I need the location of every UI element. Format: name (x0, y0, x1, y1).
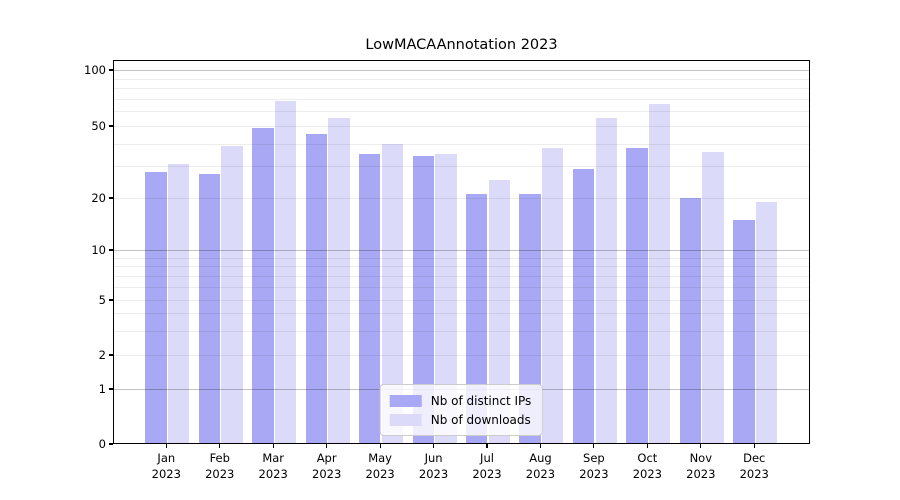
y-tick-label-2: 2 (98, 348, 106, 362)
x-tick-feb (219, 444, 221, 448)
gridline-3 (114, 330, 809, 332)
bar-downloads-aug (542, 147, 564, 443)
x-tick-label-jul: Jul 2023 (472, 451, 502, 481)
bar-ips-dec (733, 219, 755, 443)
x-tick-label-sep: Sep 2023 (579, 451, 609, 481)
bar-downloads-nov (702, 151, 724, 443)
x-tick-apr (326, 444, 328, 448)
bar-downloads-feb (221, 145, 243, 443)
bar-ips-jul (466, 194, 488, 443)
y-tick-label-10: 10 (91, 243, 106, 257)
bar-ips-apr (305, 134, 328, 443)
y-tick-5 (109, 299, 113, 301)
gridline-6 (114, 286, 809, 288)
bar-downloads-dec (755, 201, 778, 443)
chart-title: LowMACAAnnotation 2023 (365, 37, 558, 53)
y-tick-1 (109, 388, 113, 390)
y-tick-label-0: 0 (98, 437, 106, 451)
legend: Nb of distinct IPs Nb of downloads (379, 384, 543, 436)
gridline-2 (114, 355, 809, 356)
y-tick-10 (109, 249, 113, 251)
x-tick-label-apr: Apr 2023 (312, 451, 342, 481)
bar-downloads-may (381, 143, 404, 443)
bar-downloads-sep (595, 118, 617, 443)
gridline-5 (114, 300, 809, 301)
x-tick-label-jan: Jan 2023 (151, 451, 181, 481)
x-tick-label-mar: Mar 2023 (258, 451, 288, 481)
x-tick-aug (539, 444, 542, 448)
y-tick-label-1: 1 (98, 382, 106, 396)
x-tick-oct (646, 444, 648, 448)
bar-ips-mar (252, 127, 274, 443)
gridline-20 (114, 198, 809, 199)
legend-swatch-icon (389, 413, 422, 426)
x-tick-may (379, 444, 381, 448)
x-tick-jan (165, 444, 167, 448)
y-tick-50 (109, 125, 113, 127)
bar-ips-may (359, 154, 381, 443)
gridline-10 (114, 250, 809, 251)
x-tick-nov (700, 444, 702, 448)
bar-ips-oct (626, 147, 648, 443)
gridline-4 (114, 313, 809, 315)
x-tick-label-jun: Jun 2023 (418, 451, 449, 481)
legend-item-distinct-ips: Nb of distinct IPs (389, 391, 532, 410)
bar-downloads-jun (435, 154, 457, 443)
x-tick-jul (486, 444, 488, 448)
legend-swatch-icon (389, 394, 422, 407)
y-tick-0 (109, 443, 113, 445)
bar-ips-aug (519, 194, 541, 443)
gridline-7 (114, 275, 809, 277)
x-tick-label-oct: Oct 2023 (632, 451, 662, 481)
y-tick-label-20: 20 (91, 191, 106, 205)
bar-ips-sep (572, 168, 595, 443)
x-tick-label-nov: Nov 2023 (686, 451, 716, 481)
bar-downloads-jul (488, 180, 510, 443)
x-tick-dec (753, 444, 755, 448)
gridline-40 (114, 143, 809, 145)
x-tick-sep (593, 444, 595, 448)
x-tick-jun (432, 444, 435, 448)
gridline-9 (114, 257, 809, 259)
x-tick-label-dec: Dec 2023 (739, 451, 769, 481)
bar-downloads-oct (648, 103, 671, 443)
legend-item-downloads: Nb of downloads (389, 410, 532, 429)
bar-ips-jan (145, 171, 167, 443)
bar-ips-jun (412, 156, 434, 443)
plot-area (113, 60, 810, 444)
y-tick-label-50: 50 (91, 119, 106, 133)
legend-label: Nb of downloads (430, 412, 531, 427)
gridline-60 (114, 111, 809, 113)
bar-downloads-apr (328, 118, 350, 443)
gridline-30 (114, 166, 809, 168)
legend-label: Nb of distinct IPs (430, 393, 532, 408)
bar-ips-nov (679, 198, 702, 443)
bar-ips-feb (198, 174, 221, 443)
x-tick-label-aug: Aug 2023 (525, 451, 556, 481)
x-tick-label-may: May 2023 (365, 451, 395, 481)
gridline-50 (114, 126, 809, 127)
gridline-80 (114, 88, 809, 90)
x-tick-label-feb: Feb 2023 (205, 451, 235, 481)
gridline-70 (114, 98, 809, 100)
gridline-8 (114, 266, 809, 268)
y-tick-label-100: 100 (84, 63, 106, 77)
y-tick-100 (109, 69, 113, 71)
y-tick-label-5: 5 (98, 293, 106, 307)
bar-downloads-jan (167, 163, 190, 443)
gridline-90 (114, 78, 809, 80)
y-tick-20 (109, 197, 113, 199)
x-tick-mar (272, 444, 274, 448)
bar-downloads-mar (274, 101, 297, 443)
gridline-100 (114, 70, 809, 71)
y-tick-2 (109, 354, 113, 356)
